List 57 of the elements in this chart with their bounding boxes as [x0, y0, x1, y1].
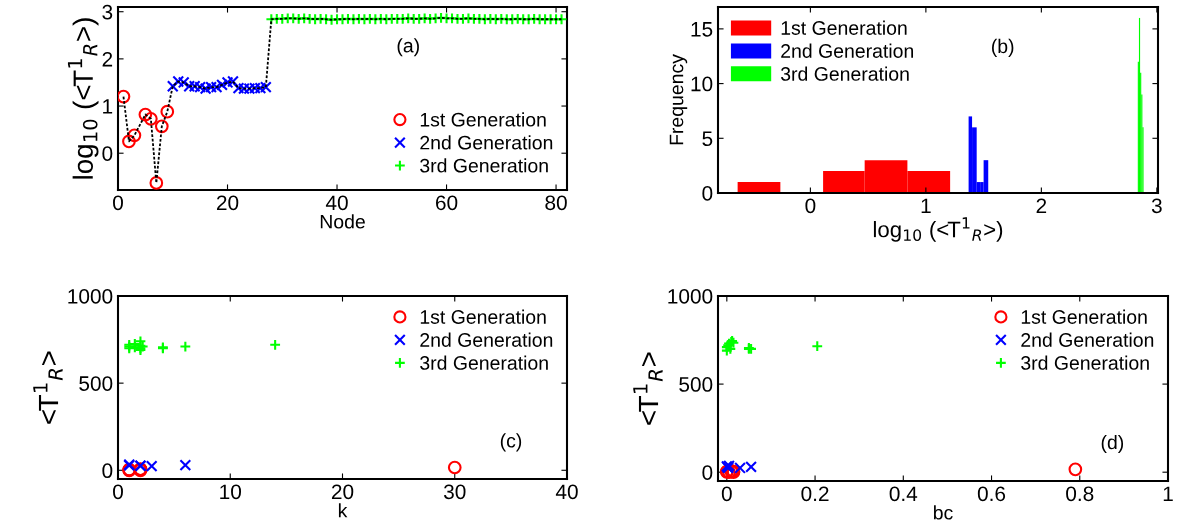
- y-tick-label: 10: [691, 76, 713, 92]
- legend-label: 3rd Generation: [420, 355, 548, 370]
- x-tick-label: 20: [331, 484, 354, 500]
- x-tick-label: 60: [436, 195, 458, 211]
- y-tick-label: 2: [102, 51, 113, 67]
- y-tick-label: 1: [103, 99, 113, 114]
- x-tick-label: 10: [220, 484, 242, 500]
- y-tick-label: 0: [102, 146, 113, 161]
- legend-label: 2nd Generation: [420, 135, 553, 150]
- legend-label: 2nd Generation: [420, 332, 553, 347]
- x-tick-label: 0.6: [977, 486, 1006, 502]
- y-tick-label: 0: [102, 463, 113, 479]
- x-tick-label: 1: [1163, 486, 1173, 501]
- x-tick-label: 20: [216, 195, 239, 211]
- x-tick-label: 0.8: [1066, 486, 1094, 502]
- y-tick-label: 500: [679, 377, 713, 392]
- x-tick-label: 2: [1036, 198, 1047, 213]
- y-axis-title: Frequency: [669, 54, 688, 145]
- annotation: (d): [1101, 434, 1124, 454]
- legend-label: 2nd Generation: [781, 43, 914, 58]
- y-axis-title: <T$^{1}$$_{R}$>: [33, 351, 63, 424]
- y-axis-title: <T$^{1}$$_{R}$>: [633, 352, 663, 425]
- x-tick-label: 0: [113, 195, 123, 211]
- legend-label: 1st Generation: [420, 309, 546, 324]
- x-tick-label: 30: [443, 484, 466, 500]
- annotation: (b): [992, 38, 1014, 57]
- x-tick-label: 3: [1151, 198, 1162, 214]
- x-tick-label: 0: [805, 198, 816, 214]
- legend-label: 3rd Generation: [780, 66, 909, 81]
- annotation: (a): [397, 38, 419, 57]
- x-axis-title: log$_{10}$ (<T$^{1}$$_{R}$>): [873, 217, 1003, 242]
- legend-label: 1st Generation: [420, 112, 546, 127]
- legend-label: 3rd Generation: [420, 158, 548, 173]
- y-tick-label: 1000: [668, 289, 713, 304]
- x-tick-label: 40: [325, 195, 348, 211]
- x-tick-label: 0.2: [801, 486, 829, 502]
- x-tick-label: 80: [545, 195, 567, 211]
- y-tick-label: 3: [102, 4, 113, 20]
- x-tick-label: 1: [921, 198, 931, 213]
- y-tick-label: 15: [691, 22, 713, 37]
- x-tick-label: 0: [113, 484, 123, 500]
- legend-label: 1st Generation: [1021, 309, 1147, 324]
- x-axis-title: bc: [933, 505, 953, 520]
- y-tick-label: 1000: [68, 289, 113, 304]
- legend-label: 2nd Generation: [1021, 332, 1154, 347]
- x-tick-label: 40: [555, 484, 578, 500]
- y-axis-title: log$_{10}$ (<T$^{1}$$_{R}$>): [67, 18, 99, 179]
- y-tick-label: 0: [702, 465, 713, 480]
- x-tick-label: 0: [721, 486, 732, 502]
- x-tick-label: 0.4: [889, 486, 918, 502]
- legend-label: 3rd Generation: [1021, 355, 1149, 370]
- legend-label: 1st Generation: [781, 20, 907, 35]
- y-tick-label: 500: [79, 376, 113, 391]
- x-axis-title: k: [338, 503, 348, 518]
- x-axis-title: Node: [320, 214, 365, 229]
- annotation: (c): [500, 433, 522, 452]
- y-tick-label: 5: [702, 131, 713, 147]
